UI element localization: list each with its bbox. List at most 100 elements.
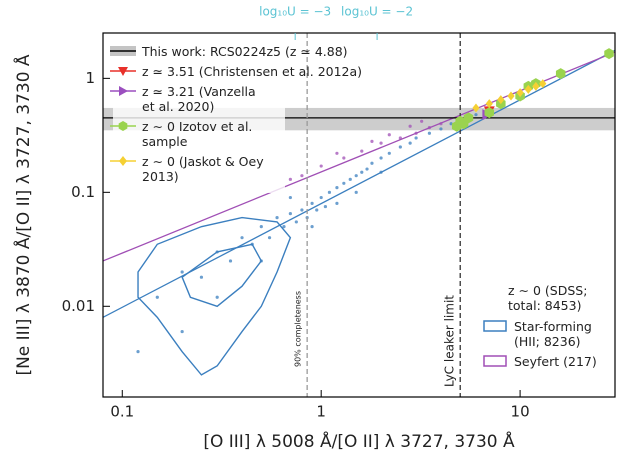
sdss-point — [360, 149, 364, 153]
sdss-point — [240, 236, 244, 240]
sdss-point — [354, 190, 358, 194]
sdss-point — [387, 133, 391, 137]
sdss-point — [319, 164, 323, 168]
sdss-point — [180, 270, 184, 274]
sdss-point — [300, 208, 304, 212]
sdss-point — [155, 295, 159, 299]
sdss-point — [275, 216, 279, 220]
sdss-point — [259, 259, 263, 263]
sdss-point — [335, 201, 339, 205]
legend-item: z ∼ 0 Izotov et al. sample — [110, 119, 362, 149]
sdss-point — [379, 141, 383, 145]
sdss-point — [408, 141, 412, 145]
legend-icon — [110, 86, 136, 96]
legend-icon — [110, 67, 136, 76]
data-point — [555, 68, 566, 80]
sdss-point — [335, 186, 339, 190]
sdss-point — [370, 161, 374, 165]
sdss-point — [354, 174, 358, 178]
x-axis-label: [O III] λ 5008 Å/[O II] λ 3727, 3730 Å — [203, 430, 515, 452]
sdss-point — [228, 259, 233, 263]
legend-icon — [110, 121, 136, 131]
top-tick-label: log₁₀U = −3 — [259, 5, 331, 19]
sdss-point — [288, 212, 292, 216]
sdss-point — [449, 122, 453, 126]
sdss-point — [327, 190, 332, 194]
sdss-point — [342, 156, 346, 160]
legend-item: Star-forming (HII; 8236) — [482, 319, 612, 349]
legend-item: This work: RCS0224z5 (z ≃ 4.88) — [110, 44, 362, 59]
sdss-point — [180, 329, 184, 334]
y-tick-label: 0.01 — [62, 297, 95, 315]
legend-item: Seyfert (217) — [482, 354, 612, 369]
top-tick-label: log₁₀U = −2 — [341, 5, 413, 19]
reference-label: LyC leaker limit — [443, 295, 457, 387]
density-contour — [181, 243, 263, 308]
y-tick-label: 1 — [85, 69, 95, 87]
sdss-point — [288, 195, 292, 200]
sdss-point — [310, 201, 314, 205]
sdss-point — [387, 151, 391, 155]
data-point — [516, 88, 524, 98]
sdss-point — [342, 181, 346, 185]
sdss-point — [348, 177, 352, 181]
sdss-point — [439, 127, 443, 131]
sdss-point — [408, 124, 412, 128]
legend-swatch — [483, 355, 507, 367]
sdss-point — [315, 208, 319, 212]
sdss-point — [136, 350, 140, 354]
legend-label: z ≃ 3.21 (Vanzella et al. 2020) — [142, 84, 256, 114]
sdss-point — [310, 225, 314, 229]
sdss-point — [398, 145, 402, 149]
sdss-point — [282, 225, 286, 229]
legend-title: z ∼ 0 (SDSS; total: 8453) — [508, 283, 588, 313]
legend-marker — [118, 121, 128, 131]
x-tick-label: 0.1 — [110, 403, 134, 421]
legend-label: z ∼ 0 Izotov et al. sample — [142, 119, 253, 149]
y-tick-label: 0.1 — [71, 183, 95, 201]
sdss-point — [300, 174, 304, 178]
sdss-point — [199, 275, 204, 279]
legend-marker — [118, 67, 128, 76]
data-point — [485, 99, 493, 109]
legend-label: z ≃ 3.51 (Christensen et al. 2012a) — [142, 64, 363, 79]
data-point — [604, 48, 614, 60]
legend-marker — [119, 86, 128, 96]
legend: This work: RCS0224z5 (z ≃ 4.88) z ≃ 3.51 … — [110, 44, 362, 189]
legend-label: z ∼ 0 (Jaskot & Oey 2013) — [142, 154, 264, 184]
sdss-point — [474, 113, 478, 117]
sdss-point — [294, 220, 298, 224]
sdss-point — [319, 195, 323, 200]
legend-item: z ∼ 0 (Jaskot & Oey 2013) — [110, 154, 362, 184]
data-point — [472, 103, 480, 113]
sdss-point — [215, 295, 219, 299]
reference-label: 90% completeness — [294, 291, 303, 367]
legend-icon — [483, 355, 507, 367]
x-tick-label: 1 — [316, 403, 326, 421]
legend-icon — [483, 320, 507, 332]
sdss-point — [427, 131, 432, 135]
sdss-point — [370, 139, 374, 143]
sdss-point — [420, 119, 424, 123]
frame — [102, 32, 616, 398]
legend-marker — [119, 156, 127, 166]
legend-label: Star-forming (HII; 8236) — [514, 319, 592, 349]
sdss-point — [414, 136, 418, 140]
sdss-point — [323, 204, 328, 209]
sdss-point — [335, 151, 339, 155]
legend-icon — [110, 46, 136, 56]
legend-label: This work: RCS0224z5 (z ≃ 4.88) — [142, 44, 348, 59]
sdss-point — [259, 225, 263, 229]
legend-icon — [110, 156, 136, 166]
data-point — [524, 84, 532, 94]
legend-background — [113, 40, 285, 193]
data-point — [507, 91, 515, 101]
y-axis-label: [Ne III] λ 3870 Å/[O II] λ 3727, 3730 Å — [12, 54, 34, 375]
sdss-point — [250, 242, 254, 246]
x-tick-label: 10 — [511, 403, 530, 421]
legend-swatch — [483, 320, 507, 332]
fit-line — [103, 49, 615, 318]
sdss-point — [288, 177, 292, 181]
data-point — [539, 79, 547, 89]
